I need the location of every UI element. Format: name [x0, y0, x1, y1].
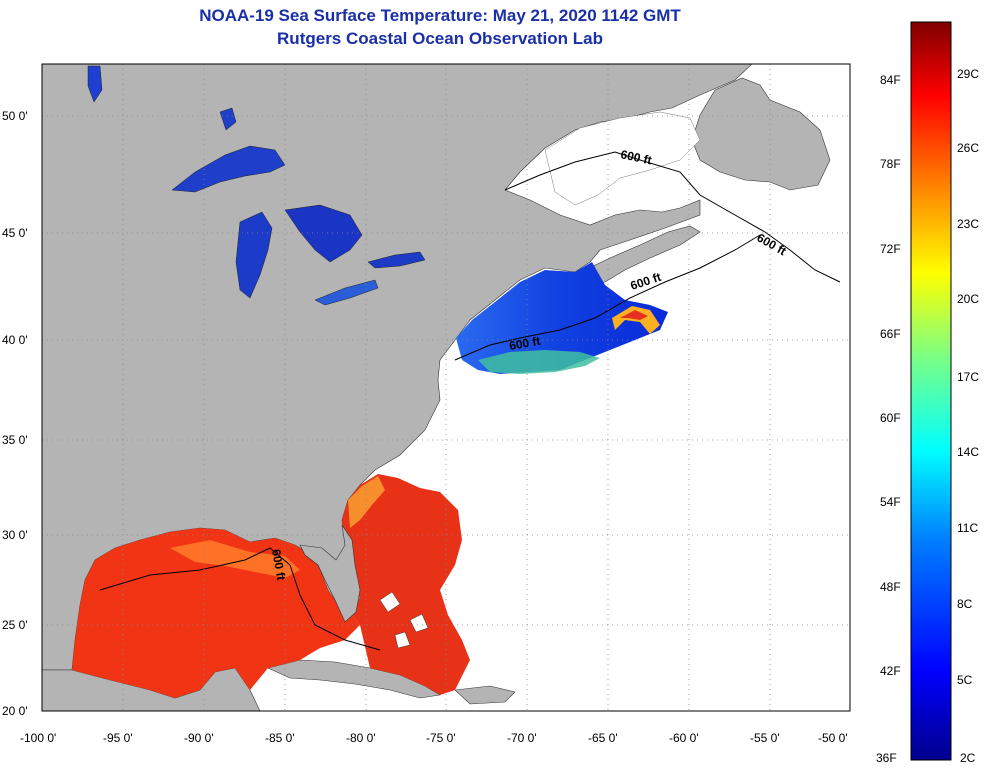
contour-label: 600 ft — [508, 334, 541, 353]
map-subtitle: Rutgers Coastal Ocean Observation Lab — [277, 29, 603, 48]
colorbar-f-label: 54F — [880, 495, 901, 509]
lon-tick-label: -65 0' — [588, 731, 618, 745]
lat-tick-label: 20 0' — [2, 704, 28, 718]
colorbar-f-label: 60F — [880, 411, 901, 425]
contour-600ft-gulf — [99, 547, 381, 651]
land-florida — [299, 524, 361, 623]
land-hispaniola — [454, 685, 516, 705]
colorbar-c-label: 2C — [960, 751, 976, 765]
atlantic-coastal-cooler — [348, 476, 385, 528]
lat-tick-label: 40 0' — [2, 333, 28, 347]
lake-ontario — [367, 251, 426, 269]
latitude-axis: 50 0' 45 0' 40 0' 35 0' 30 0' 25 0' 20 0… — [2, 109, 28, 718]
lake-nipigon — [219, 107, 237, 131]
colorbar-c-label: 17C — [957, 370, 979, 384]
colorbar-f-label: 84F — [880, 73, 901, 87]
lon-tick-label: -50 0' — [818, 731, 848, 745]
map-frame — [41, 63, 851, 712]
lake-erie — [314, 279, 379, 306]
colorbar-f-label: 72F — [880, 242, 901, 256]
northeast-shelf-sst — [456, 262, 668, 374]
lon-tick-label: -75 0' — [426, 731, 456, 745]
lake-michigan — [235, 211, 273, 299]
gulf-stream-eddy — [612, 306, 660, 334]
land-bahamas — [379, 591, 429, 649]
lon-tick-label: -100 0' — [20, 731, 56, 745]
contour-label: 600 ft — [619, 147, 653, 167]
lake-winnipeg-fragment — [87, 65, 103, 103]
contour-600ft-shelf — [454, 234, 761, 361]
colorbar-c-label: 8C — [957, 597, 973, 611]
colorbar-c-label: 14C — [957, 445, 979, 459]
colorbar-f-label: 42F — [880, 664, 901, 678]
colorbar-c-label: 5C — [957, 673, 973, 687]
colorbar-c-label: 29C — [957, 67, 979, 81]
colorbar-c-label: 20C — [957, 292, 979, 306]
lake-huron — [284, 204, 363, 263]
lon-tick-label: -70 0' — [507, 731, 537, 745]
lon-tick-label: -80 0' — [346, 731, 376, 745]
atlantic-subtropical-sst — [342, 474, 470, 695]
lat-tick-label: 25 0' — [2, 618, 28, 632]
land-newfoundland — [691, 77, 831, 191]
lon-tick-label: -60 0' — [669, 731, 699, 745]
lat-tick-label: 30 0' — [2, 528, 28, 542]
colorbar-scale — [910, 21, 952, 761]
lon-tick-label: -85 0' — [265, 731, 295, 745]
lat-tick-label: 50 0' — [2, 109, 28, 123]
colorbar-f-label: 78F — [880, 157, 901, 171]
shelf-slope-warm — [478, 350, 600, 374]
contour-600ft-north — [504, 151, 841, 283]
lat-tick-label: 45 0' — [2, 226, 28, 240]
colorbar-f-label: 36F — [876, 751, 897, 765]
colorbar-c-label: 26C — [957, 141, 979, 155]
colorbar-f-label: 48F — [880, 580, 901, 594]
gulf-coastal-cooler — [170, 540, 300, 578]
longitude-axis: -100 0' -95 0' -90 0' -85 0' -80 0' -75 … — [20, 731, 848, 745]
colorbar: 84F 78F 72F 66F 60F 54F 48F 42F 36F 29C … — [876, 21, 979, 765]
gulf-stream-eddy-core — [620, 310, 648, 320]
colorbar-c-label: 23C — [957, 217, 979, 231]
lon-tick-label: -95 0' — [103, 731, 133, 745]
lat-tick-label: 35 0' — [2, 433, 28, 447]
lon-tick-label: -55 0' — [750, 731, 780, 745]
lon-tick-label: -90 0' — [184, 731, 214, 745]
colorbar-f-label: 66F — [880, 327, 901, 341]
cloud-st-lawrence — [544, 111, 701, 206]
colorbar-c-label: 11C — [957, 521, 978, 535]
contour-label: 600 ft — [269, 548, 288, 581]
map-title: NOAA-19 Sea Surface Temperature: May 21,… — [199, 6, 681, 25]
